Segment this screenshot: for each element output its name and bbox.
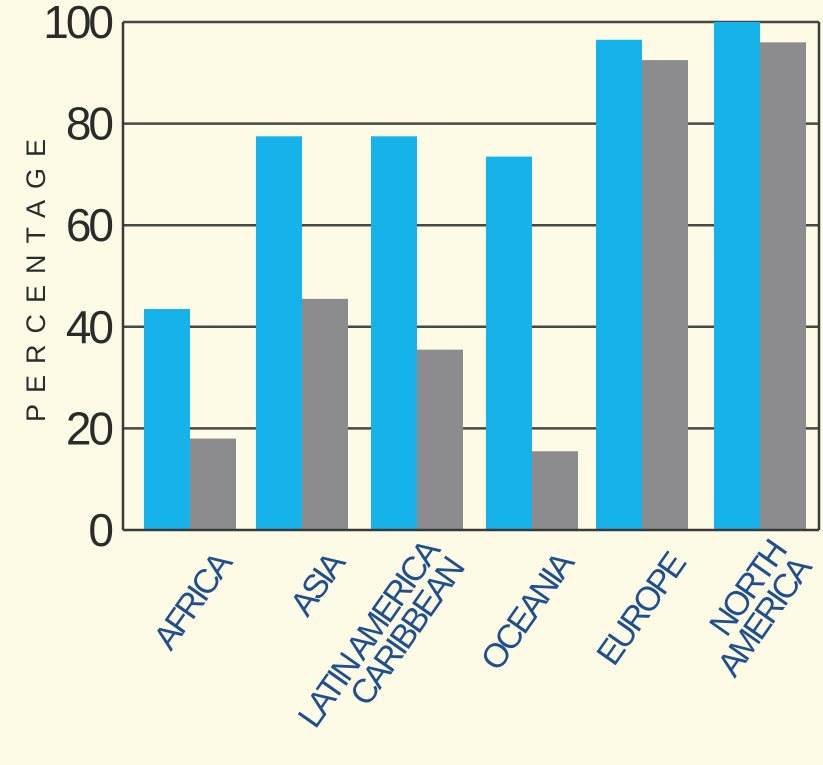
y-tick-labels: 0 20 40 60 80 100 — [43, 0, 115, 556]
category-label-3: OCEANIA — [474, 545, 583, 678]
category-label-0: AFRICA — [146, 545, 240, 657]
bar-series-2-2 — [417, 349, 463, 530]
bar-series-2-0 — [190, 438, 236, 530]
y-tick-label: 100 — [43, 0, 112, 48]
category-label-line: OCEANIA — [474, 545, 583, 678]
y-tick-label: 40 — [66, 301, 113, 353]
category-label-line: ASIA — [283, 545, 354, 623]
y-tick-label: 0 — [88, 504, 112, 556]
gridlines — [123, 20, 819, 430]
bar-series-2-1 — [302, 298, 348, 530]
bar-series-1-1 — [256, 136, 302, 531]
y-axis-label: PERCENTAGE — [21, 128, 51, 422]
category-label-4: EUROPE — [589, 546, 693, 673]
bar-series-1-5 — [714, 22, 760, 530]
category-label-line: AFRICA — [146, 545, 240, 657]
bar-series-1-0 — [144, 309, 190, 530]
bar-series-1-2 — [371, 136, 417, 531]
y-tick-label: 60 — [66, 199, 113, 251]
bar-series-2-3 — [532, 451, 578, 530]
y-tick-label: 80 — [66, 98, 113, 150]
bar-series-1-3 — [486, 156, 532, 530]
bar-series-2-5 — [760, 42, 806, 530]
bars — [144, 22, 806, 531]
bar-series-2-4 — [642, 60, 688, 530]
bar-series-1-4 — [596, 39, 642, 530]
category-label-line: EUROPE — [589, 546, 693, 673]
axes — [121, 22, 821, 532]
y-tick-label: 20 — [66, 402, 113, 454]
category-label-1: ASIA — [283, 545, 354, 623]
